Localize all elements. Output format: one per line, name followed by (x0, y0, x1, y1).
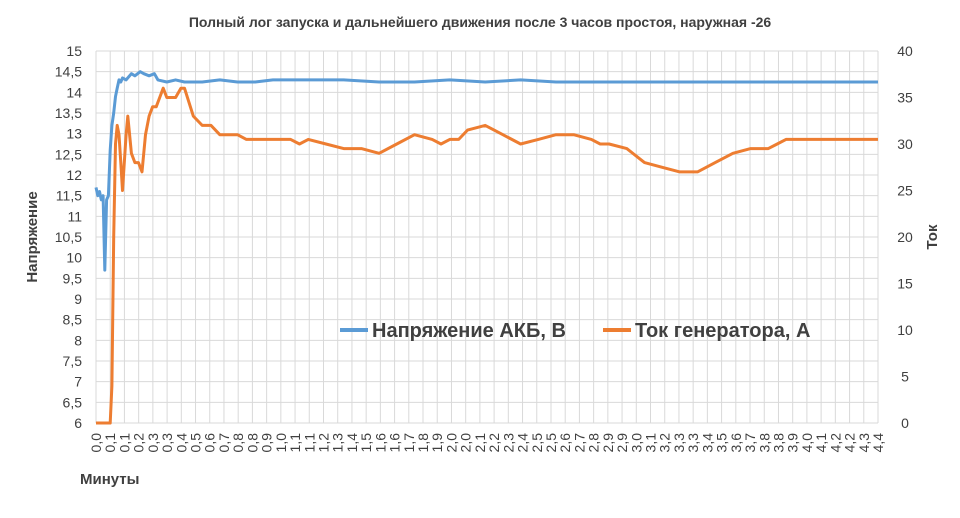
x-tick-label: 2,4 (515, 433, 531, 453)
x-tick-label: 0,5 (188, 433, 204, 453)
x-tick-label: 1,3 (330, 433, 346, 453)
y-left-tick-label: 7 (74, 374, 82, 390)
y-right-tick-label: 10 (897, 322, 913, 338)
left-axis-ticks: 6 6,5 7 7,5 8 8,5 9 9,5 10 10,5 11 11,5 12 12,5 13 13,5… (55, 43, 82, 431)
x-tick-label: 1,0 (273, 433, 289, 453)
legend: Напряжение АКБ, В Ток генератора, А (340, 320, 810, 342)
legend-label-2: Ток генератора, А (635, 320, 810, 342)
x-tick-label: 1,9 (429, 433, 445, 453)
x-tick-label: 3,3 (685, 433, 701, 453)
x-tick-label: 2,3 (500, 433, 516, 453)
y-right-tick-label: 35 (897, 90, 913, 106)
x-tick-label: 2,2 (486, 433, 502, 453)
y-left-tick-label: 9 (74, 291, 82, 307)
x-tick-label: 2,5 (543, 433, 559, 453)
y-axis-right-label: Ток (924, 224, 941, 249)
legend-label-1: Напряжение АКБ, В (372, 320, 566, 342)
x-tick-label: 1,1 (287, 433, 303, 453)
series-line-2 (96, 86, 878, 425)
y-right-tick-label: 40 (897, 43, 913, 59)
x-tick-label: 0,0 (88, 433, 104, 453)
x-tick-label: 1,4 (344, 433, 360, 453)
x-tick-label: 1,6 (387, 433, 403, 453)
x-tick-label: 4,3 (856, 433, 872, 453)
x-tick-label: 3,9 (785, 433, 801, 453)
y-left-tick-label: 10 (66, 250, 82, 266)
y-right-tick-label: 0 (901, 415, 909, 431)
right-axis-ticks: 0 5 10 15 20 25 30 35 40 (897, 43, 913, 431)
y-left-tick-label: 12 (66, 167, 82, 183)
y-left-tick-label: 11 (67, 208, 82, 224)
x-tick-label: 3,2 (657, 433, 673, 453)
y-left-tick-label: 15 (66, 43, 82, 59)
series-lines (94, 70, 878, 425)
y-left-tick-label: 13,5 (55, 105, 82, 121)
x-tick-label: 0,2 (131, 433, 147, 453)
x-tick-label: 0,1 (116, 433, 132, 453)
x-tick-label: 4,0 (799, 433, 815, 453)
y-left-tick-label: 9,5 (63, 270, 83, 286)
x-tick-label: 3,8 (756, 433, 772, 453)
y-left-tick-label: 6 (74, 415, 82, 431)
y-left-tick-label: 12,5 (55, 146, 82, 162)
y-left-tick-label: 8,5 (63, 312, 83, 328)
x-tick-label: 1,8 (415, 433, 431, 453)
x-tick-label: 0,4 (173, 433, 189, 453)
x-tick-label: 0,3 (145, 433, 161, 453)
x-tick-label: 1,5 (358, 433, 374, 453)
x-tick-label: 0,1 (102, 433, 118, 453)
x-tick-label: 4,1 (813, 433, 829, 453)
x-tick-label: 0,3 (159, 433, 175, 453)
x-tick-label: 3,3 (671, 433, 687, 453)
series-line-1 (94, 70, 878, 272)
x-tick-label: 3,0 (628, 433, 644, 453)
x-tick-label: 2,0 (443, 433, 459, 453)
x-tick-label: 2,9 (614, 433, 630, 453)
x-tick-label: 0,6 (202, 433, 218, 453)
x-tick-label: 3,7 (742, 433, 758, 453)
y-axis-left-label: Напряжение (24, 191, 41, 282)
y-left-tick-label: 8 (74, 332, 82, 348)
x-tick-label: 3,5 (714, 433, 730, 453)
x-tick-label: 4,4 (870, 433, 886, 453)
x-tick-label: 3,4 (699, 433, 715, 453)
x-tick-label: 2,7 (571, 433, 587, 453)
y-right-tick-label: 30 (897, 136, 913, 152)
x-tick-label: 0,8 (230, 433, 246, 453)
y-left-tick-label: 10,5 (55, 229, 82, 245)
x-tick-label: 2,1 (472, 433, 488, 453)
x-tick-label: 2,8 (586, 433, 602, 453)
y-left-tick-label: 14 (66, 84, 82, 100)
x-tick-label: 1,7 (401, 433, 417, 453)
y-right-tick-label: 20 (897, 229, 913, 245)
y-left-tick-label: 13 (66, 126, 82, 142)
y-left-tick-label: 14,5 (55, 64, 82, 80)
y-right-tick-label: 15 (897, 276, 913, 292)
y-left-tick-label: 11,5 (56, 188, 82, 204)
x-tick-label: 3,6 (728, 433, 744, 453)
x-axis-ticks: 0,00,10,10,20,30,30,40,50,60,70,80,80,91… (88, 433, 886, 453)
y-left-tick-label: 7,5 (63, 353, 83, 369)
y-right-tick-label: 5 (901, 369, 909, 385)
x-tick-label: 2,5 (529, 433, 545, 453)
x-tick-label: 4,2 (842, 433, 858, 453)
x-tick-label: 3,8 (770, 433, 786, 453)
x-tick-label: 1,2 (315, 433, 331, 453)
x-tick-label: 0,9 (259, 433, 275, 453)
chart-title: Полный лог запуска и дальнейшего движени… (189, 14, 772, 30)
x-tick-label: 0,7 (216, 433, 232, 453)
y-left-tick-label: 6,5 (63, 394, 83, 410)
x-tick-label: 2,6 (557, 433, 573, 453)
x-axis-label: Минуты (80, 471, 139, 488)
x-tick-label: 4,2 (827, 433, 843, 453)
x-tick-label: 2,9 (600, 433, 616, 453)
x-tick-label: 1,1 (301, 433, 317, 453)
x-tick-label: 2,0 (458, 433, 474, 453)
chart-grid (95, 50, 879, 424)
x-tick-label: 3,1 (643, 433, 659, 453)
x-tick-label: 0,8 (244, 433, 260, 453)
y-right-tick-label: 25 (897, 183, 913, 199)
x-tick-label: 1,6 (372, 433, 388, 453)
